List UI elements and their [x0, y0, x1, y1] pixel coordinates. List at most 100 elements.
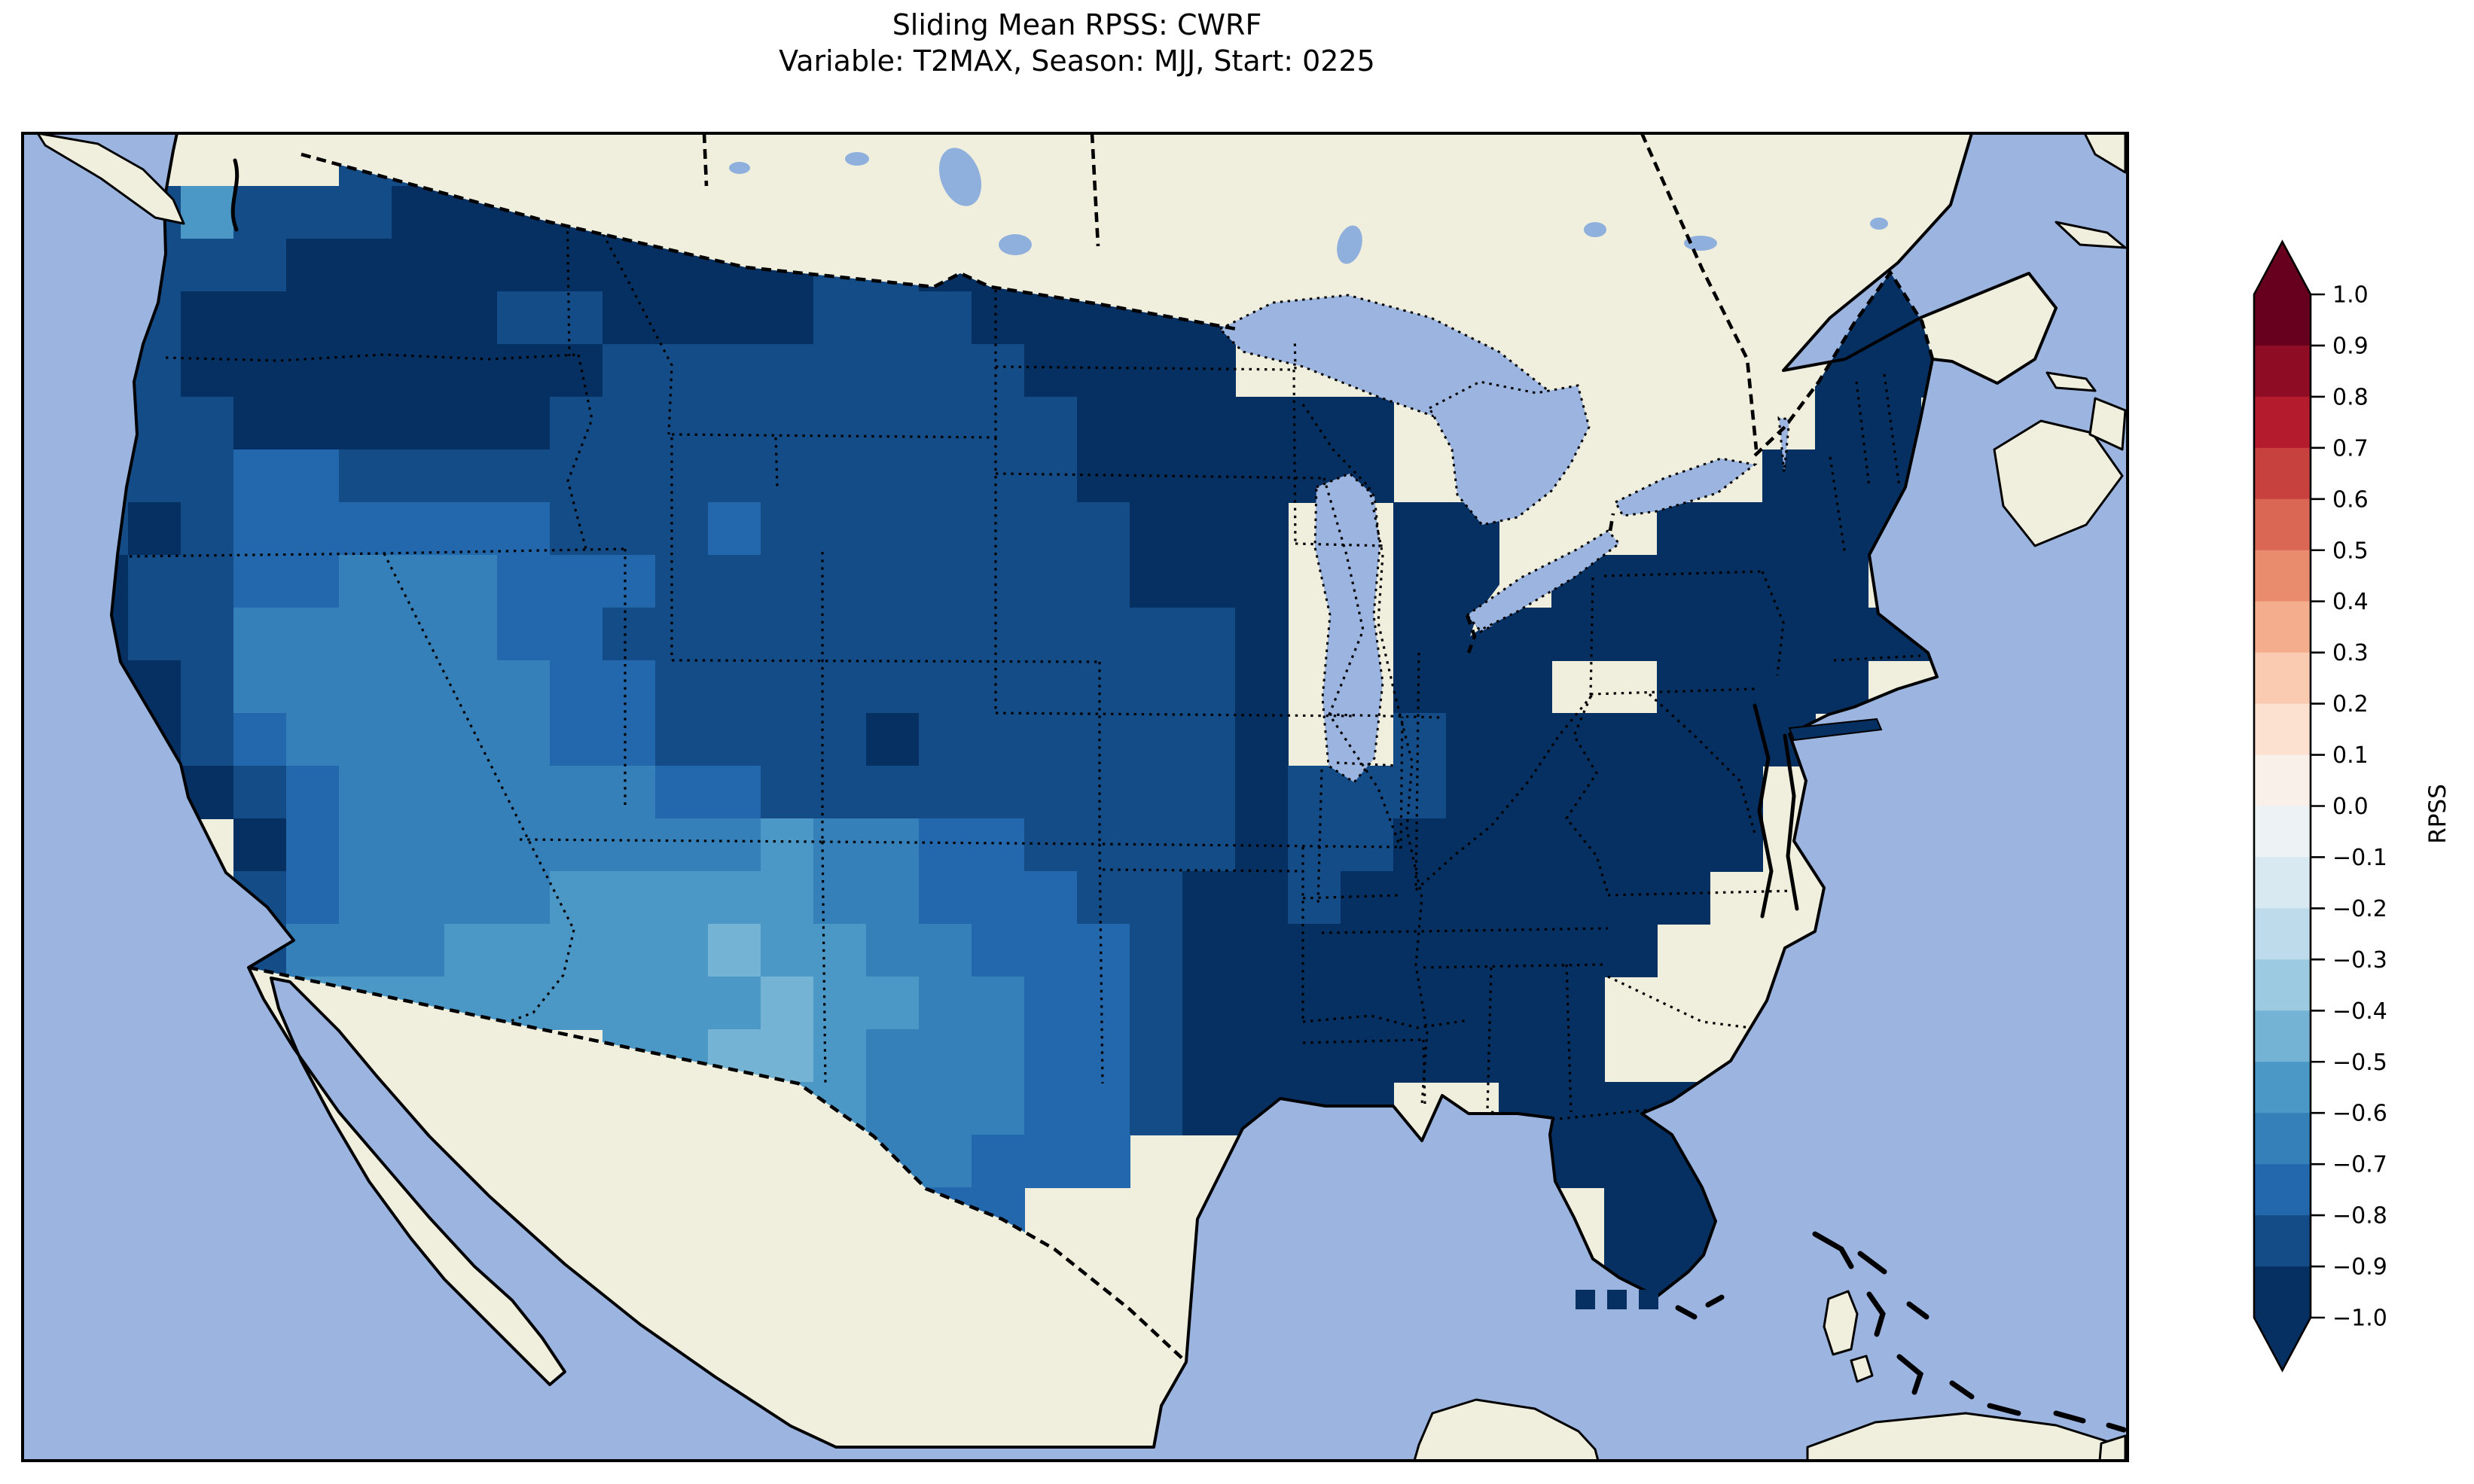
grid-cell: [392, 818, 445, 872]
grid-cell: [550, 397, 603, 450]
grid-cell: [1288, 766, 1341, 819]
grid-cell: [1657, 608, 1710, 661]
grid-cell: [497, 977, 551, 1030]
colorbar-segment: [2254, 1113, 2311, 1165]
grid-cell: [1762, 660, 1816, 714]
grid-cell: [602, 344, 656, 398]
state-border-line: [165, 353, 579, 362]
canadian-small-lakes: [729, 148, 1888, 264]
grid-cell: [761, 1029, 814, 1083]
bahama-cay: [1866, 1291, 1886, 1337]
grid-cell: [339, 818, 392, 872]
state-border-line: [1399, 716, 1404, 849]
map-border: [21, 132, 2129, 1462]
grid-cell: [392, 397, 445, 450]
colorbar-tick-label: 0.5: [2332, 538, 2369, 564]
grid-cell: [444, 502, 498, 556]
grid-cell: [339, 608, 392, 661]
grid-cell: [339, 239, 392, 292]
florida-keys-reef: [1675, 1305, 1698, 1320]
grid-cell: [392, 924, 445, 977]
state-border-line: [1292, 369, 1297, 547]
grid-cell: [866, 449, 920, 503]
grid-cell: [866, 502, 920, 556]
grid-cell: [866, 766, 920, 819]
grid-cell: [1182, 1029, 1236, 1083]
grid-cell: [286, 766, 340, 819]
grid-cell: [919, 924, 972, 977]
grid-cell: [1815, 555, 1868, 608]
bahama-cay: [1896, 1354, 1924, 1395]
grid-cell: [1130, 660, 1183, 714]
grid-cell: [339, 924, 392, 977]
grid-cell: [1604, 608, 1658, 661]
state-border-line: [1422, 1039, 1426, 1105]
grid-cell: [866, 608, 920, 661]
colorbar-segment: [2254, 498, 2311, 551]
grid-cell: [1077, 1029, 1130, 1083]
grid-cell: [761, 713, 814, 766]
grid-cell: [972, 1029, 1025, 1083]
national-border-line: [1640, 133, 1759, 450]
grid-cell: [1182, 977, 1236, 1030]
bahama-cay: [2106, 1422, 2127, 1433]
state-border-line: [1565, 964, 1573, 1113]
grid-cell: [1551, 818, 1605, 872]
colorbar-segment: [2254, 754, 2311, 807]
grid-cell: [233, 555, 287, 608]
grid-cell: [1710, 555, 1763, 608]
grid-cell: [761, 502, 814, 556]
vancouver-island: [36, 133, 185, 225]
state-border-line: [383, 553, 575, 931]
grid-cell: [919, 608, 972, 661]
grid-cell: [1551, 1029, 1605, 1083]
grid-cell: [1077, 555, 1130, 608]
grid-cell: [1551, 713, 1605, 766]
grid-cell: [919, 871, 972, 925]
colorbar-tick-label: 1.0: [2332, 282, 2369, 309]
grid-cell: [497, 766, 551, 819]
grid-cell: [708, 397, 761, 450]
grid-cell: [972, 449, 1025, 503]
grid-cell: [1657, 555, 1710, 608]
grid-cell: [919, 449, 972, 503]
grid-cell: [444, 871, 498, 925]
grid-cell: [1341, 397, 1394, 450]
grid-cell: [1130, 555, 1183, 608]
grid-cell: [1077, 1082, 1130, 1135]
grid-cell: [813, 924, 867, 977]
grid-cell: [1130, 1029, 1183, 1083]
grid-cell: [1077, 924, 1130, 977]
grid-cell: [1235, 502, 1289, 556]
grid-cell: [761, 660, 814, 714]
grid-cell: [1182, 397, 1236, 450]
grid-cell: [761, 818, 814, 872]
grid-cell: [286, 186, 340, 239]
national-border-line: [1608, 513, 1615, 532]
grid-cell: [1130, 766, 1183, 819]
grid-cell: [392, 291, 445, 345]
grid-cell: [233, 818, 287, 872]
figure-title-line1: Sliding Mean RPSS: CWRF: [892, 8, 1262, 41]
grid-cell: [1077, 608, 1130, 661]
grid-cell: [813, 291, 867, 345]
grid-cell: [1341, 977, 1394, 1030]
grid-cell: [1393, 977, 1447, 1030]
grid-cell: [1077, 660, 1130, 714]
grid-cell: [497, 924, 551, 977]
grid-cell: [128, 555, 182, 608]
map-panel: [23, 133, 2128, 1461]
grid-cell: [1710, 713, 1763, 766]
grid-cell: [392, 186, 445, 239]
grid-cell: [444, 924, 498, 977]
grid-cell: [1077, 344, 1130, 398]
grid-cell: [1710, 766, 1763, 819]
grid-cell: [1182, 924, 1236, 977]
state-border-line: [1329, 713, 1443, 719]
grid-cell: [286, 818, 340, 872]
grid-cell: [655, 291, 709, 345]
colorbar-tick-label: 0.2: [2332, 691, 2369, 718]
figure-title-line2: Variable: T2MAX, Season: MJJ, Start: 022…: [779, 44, 1375, 78]
grid-cell: [233, 186, 287, 239]
grid-cell: [1499, 924, 1552, 977]
